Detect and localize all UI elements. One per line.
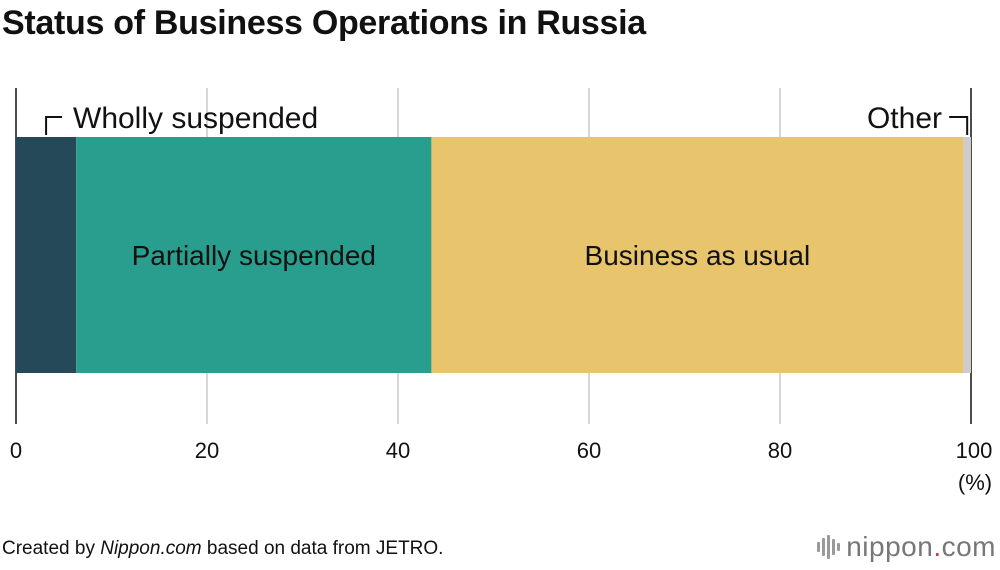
brand-dot: .	[933, 531, 942, 562]
bar-segments	[16, 137, 971, 373]
segment-label-other: Other	[867, 102, 942, 135]
credit-prefix: Created by	[2, 538, 101, 559]
credit-source: Nippon.com	[100, 538, 202, 559]
tick-label-60: 60	[577, 438, 601, 463]
segment-label-business-as-usual: Business as usual	[585, 240, 811, 271]
sound-bars-icon	[817, 534, 841, 560]
bar-segment-other	[963, 137, 971, 373]
unit-label: (%)	[958, 470, 992, 495]
bar-segment-business-as-usual	[431, 137, 964, 373]
segment-labels: Partially suspended Business as usual Whol…	[45, 102, 969, 271]
stacked-bar-chart: Partially suspended Business as usual Whol…	[10, 88, 992, 495]
brand-tld: com	[941, 531, 996, 562]
tick-label-0: 0	[10, 438, 22, 463]
brand-name: nippon	[846, 531, 934, 562]
nippon-logo: nippon.com	[817, 531, 996, 563]
tick-label-20: 20	[195, 438, 219, 463]
bar-segment-wholly-suspended	[16, 137, 77, 373]
bar-segment-partially-suspended	[76, 137, 432, 373]
segment-label-wholly-suspended: Wholly suspended	[73, 102, 318, 135]
brand-wordmark: nippon.com	[846, 531, 996, 563]
callout-bracket-other	[949, 116, 969, 135]
tick-label-100: 100	[956, 438, 993, 463]
segment-label-partially-suspended: Partially suspended	[132, 240, 376, 271]
tick-label-80: 80	[768, 438, 792, 463]
x-axis-ticks: 0 20 40 60 80 100 (%)	[10, 438, 992, 495]
callout-bracket-wholly-suspended	[45, 116, 63, 135]
credit-suffix: based on data from JETRO.	[201, 538, 444, 559]
chart-title: Status of Business Operations in Russia	[2, 4, 646, 42]
source-credit: Created by Nippon.com based on data from…	[2, 538, 443, 560]
tick-label-40: 40	[386, 438, 410, 463]
